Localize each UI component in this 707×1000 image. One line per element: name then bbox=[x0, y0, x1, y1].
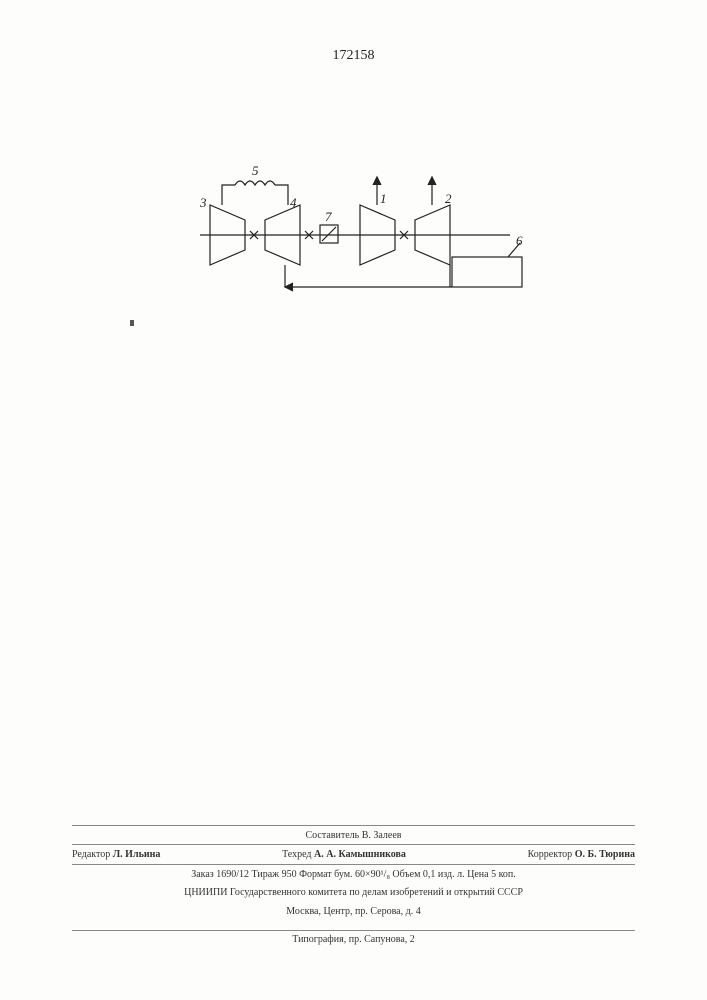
compiler-line: Составитель В. Залеев bbox=[72, 825, 635, 845]
order-line: Заказ 1690/12 Тираж 950 Формат бум. 60×9… bbox=[72, 864, 635, 884]
compiler-label: Составитель bbox=[305, 830, 359, 841]
corrector-label: Корректор bbox=[528, 849, 573, 860]
address-line: Москва, Центр, пр. Серова, д. 4 bbox=[72, 902, 635, 921]
editor-label: Редактор bbox=[72, 849, 110, 860]
imprint-block: Составитель В. Залеев Редактор Л. Ильина… bbox=[72, 825, 635, 921]
typography-line: Типография, пр. Сапунова, 2 bbox=[72, 930, 635, 945]
artifact-spot bbox=[130, 320, 134, 326]
org-line: ЦНИИПИ Государственного комитета по дела… bbox=[72, 883, 635, 902]
diagram-label-5: 5 bbox=[252, 163, 259, 179]
diagram-label-7: 7 bbox=[325, 209, 332, 225]
diagram-label-1: 1 bbox=[380, 191, 387, 207]
schematic-diagram: 3 4 5 7 1 2 6 bbox=[190, 165, 530, 335]
techred-label: Техред bbox=[282, 849, 311, 860]
diagram-label-3: 3 bbox=[200, 195, 207, 211]
page-number: 172158 bbox=[333, 48, 375, 64]
techred-name: А. А. Камышникова bbox=[314, 849, 406, 860]
diagram-label-4: 4 bbox=[290, 195, 297, 211]
diagram-label-2: 2 bbox=[445, 191, 452, 207]
credits-row: Редактор Л. Ильина Техред А. А. Камышник… bbox=[72, 844, 635, 864]
editor-name: Л. Ильина bbox=[113, 849, 161, 860]
compiler-name: В. Залеев bbox=[362, 830, 402, 841]
corrector-name: О. Б. Тюрина bbox=[575, 849, 635, 860]
diagram-label-6: 6 bbox=[516, 233, 523, 249]
